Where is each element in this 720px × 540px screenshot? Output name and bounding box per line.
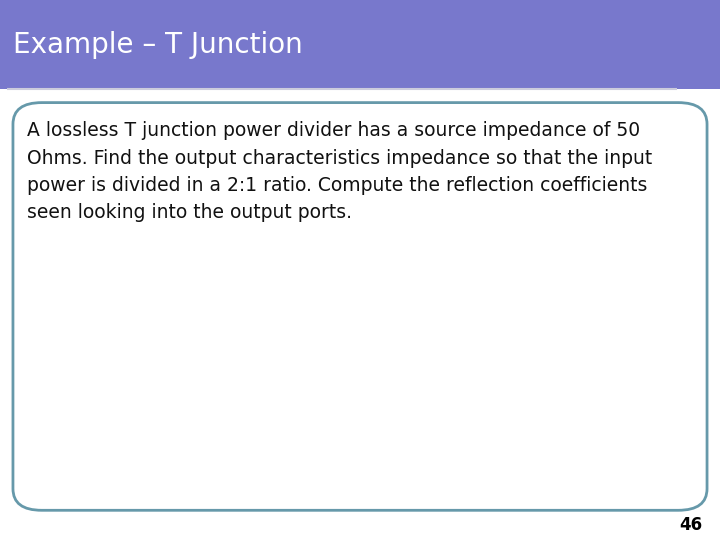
FancyBboxPatch shape: [0, 0, 720, 89]
FancyBboxPatch shape: [13, 103, 707, 510]
Text: Example – T Junction: Example – T Junction: [13, 31, 302, 58]
Text: A lossless T junction power divider has a source impedance of 50
Ohms. Find the : A lossless T junction power divider has …: [27, 122, 652, 222]
Text: 46: 46: [679, 516, 702, 534]
